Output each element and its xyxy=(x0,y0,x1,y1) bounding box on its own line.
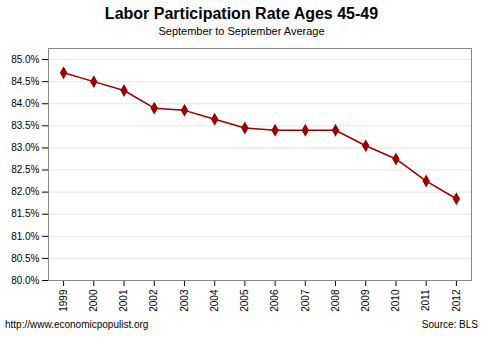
html-text:http://www.economicpopulist.or: http://www.economicpopulist.org xyxy=(5,319,149,330)
html-text:September to September Average: September to September Average xyxy=(158,25,325,37)
svg-text:2001: 2001 xyxy=(118,289,129,312)
svg-text:82.5%: 82.5% xyxy=(11,164,39,175)
svg-text:82.0%: 82.0% xyxy=(11,186,39,197)
svg-text:2007: 2007 xyxy=(300,289,311,312)
svg-text:2004: 2004 xyxy=(209,289,220,312)
svg-text:85.0%: 85.0% xyxy=(11,54,39,65)
html-text:Source: BLS: Source: BLS xyxy=(421,319,478,330)
svg-text:1999: 1999 xyxy=(58,289,69,312)
svg-text:2006: 2006 xyxy=(269,289,280,312)
html-text:Labor Participation Rate Ages: Labor Participation Rate Ages 45-49 xyxy=(104,5,379,22)
svg-text:80.5%: 80.5% xyxy=(11,253,39,264)
svg-text:80.0%: 80.0% xyxy=(11,275,39,286)
svg-text:84.0%: 84.0% xyxy=(11,98,39,109)
svg-text:2002: 2002 xyxy=(148,289,159,312)
svg-text:81.5%: 81.5% xyxy=(11,208,39,219)
svg-text:2008: 2008 xyxy=(330,289,341,312)
svg-text:81.0%: 81.0% xyxy=(11,231,39,242)
svg-text:83.0%: 83.0% xyxy=(11,142,39,153)
svg-text:2010: 2010 xyxy=(390,289,401,312)
svg-text:84.5%: 84.5% xyxy=(11,76,39,87)
svg-text:2009: 2009 xyxy=(360,289,371,312)
svg-text:83.5%: 83.5% xyxy=(11,120,39,131)
svg-text:2012: 2012 xyxy=(451,289,462,312)
svg-text:2011: 2011 xyxy=(420,289,431,311)
svg-text:2000: 2000 xyxy=(88,289,99,312)
svg-text:2003: 2003 xyxy=(179,289,190,312)
svg-text:2005: 2005 xyxy=(239,289,250,312)
